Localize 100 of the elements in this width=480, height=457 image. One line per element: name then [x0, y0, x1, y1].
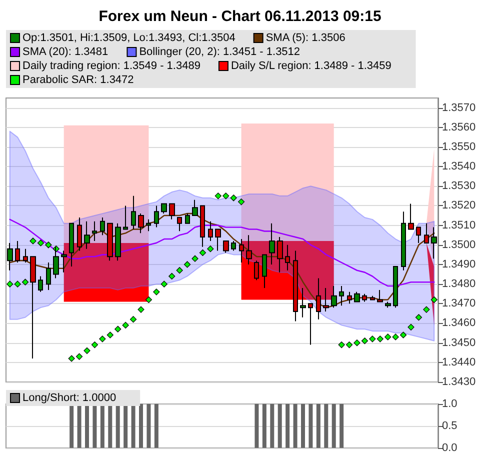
candlestick — [15, 240, 20, 264]
legend-label: SMA (5): 1.3506 — [266, 32, 346, 44]
candlestick — [215, 228, 221, 252]
candlestick — [77, 216, 82, 252]
point — [408, 324, 414, 330]
point — [14, 280, 21, 288]
point — [384, 334, 392, 340]
candlestick — [84, 220, 90, 250]
line-series — [9, 218, 435, 287]
point — [192, 255, 198, 262]
candlestick — [146, 218, 151, 232]
candlestick — [223, 240, 229, 254]
point — [37, 240, 44, 246]
point — [106, 332, 114, 338]
point — [214, 192, 222, 200]
candlestick — [107, 222, 113, 262]
y-tick-label: 1.3550 — [442, 140, 476, 153]
point — [207, 246, 214, 252]
candlestick — [254, 260, 259, 281]
candlestick — [177, 216, 182, 232]
candlestick — [138, 213, 144, 234]
candlestick — [300, 287, 306, 318]
candlestick — [100, 216, 105, 236]
candlestick — [123, 205, 128, 230]
legend-label: Daily S/L region: 1.3489 - 1.3459 — [230, 60, 392, 72]
candlestick — [115, 222, 121, 262]
candlestick — [246, 234, 252, 265]
candlestick — [385, 301, 391, 308]
candlestick — [431, 226, 437, 260]
y-tick-label: 1.3540 — [442, 160, 476, 173]
candlestick — [161, 203, 167, 214]
point — [6, 280, 14, 288]
legend-label: SMA (20): 1.3481 — [22, 46, 108, 58]
candlestick — [239, 238, 244, 264]
point — [99, 336, 106, 342]
point — [76, 353, 83, 360]
y-tick-label: 1.3430 — [442, 376, 476, 388]
y-tick-label: 1.3510 — [442, 219, 476, 232]
y-tick-label: 1.3520 — [442, 200, 476, 212]
legend-label: Long/Short: 1.0000 — [22, 392, 116, 404]
candlestick — [401, 211, 406, 271]
y-tick-label: 0.0 — [442, 442, 458, 454]
y-tick-label: 1.3570 — [442, 102, 476, 114]
y-tick-label: 1.3560 — [442, 121, 476, 134]
legend-label: Daily trading region: 1.3549 - 1.3489 — [22, 60, 200, 72]
candlestick — [38, 276, 43, 292]
point — [415, 314, 422, 321]
y-tick-label: 1.3490 — [442, 258, 476, 270]
point — [361, 338, 368, 344]
candlestick — [316, 278, 321, 320]
point — [114, 326, 122, 332]
candlestick — [416, 226, 421, 244]
line-series — [9, 212, 435, 308]
candlestick — [69, 222, 74, 267]
candlestick — [347, 291, 352, 304]
legend-label: Op:1.3501, Hi:1.3509, Lo:1.3493, Cl:1.3504 — [22, 32, 236, 44]
point — [45, 242, 52, 248]
candlestick — [285, 244, 290, 271]
candlestick — [131, 195, 136, 230]
candlestick — [46, 262, 51, 290]
point — [430, 296, 438, 304]
chart-title: Forex um Neun - Chart 06.11.2013 09:15 — [98, 8, 382, 25]
point — [91, 341, 98, 348]
candlestick — [331, 286, 337, 308]
y-tick-label: 1.3470 — [442, 298, 476, 310]
candlestick — [61, 250, 67, 273]
candlestick — [7, 242, 13, 271]
point — [122, 322, 129, 328]
point — [184, 261, 191, 268]
point — [30, 238, 36, 244]
point — [145, 296, 152, 304]
point — [354, 340, 360, 346]
y-tick-label: 1.3500 — [442, 238, 476, 251]
candlestick — [185, 213, 190, 224]
point — [22, 278, 29, 286]
point — [138, 306, 144, 313]
legend-label: Parabolic SAR: 1.3472 — [22, 74, 134, 86]
candlestick — [377, 289, 383, 302]
point — [160, 280, 168, 288]
point — [68, 355, 75, 362]
candlestick — [154, 205, 159, 228]
point — [199, 249, 206, 256]
point — [376, 336, 384, 342]
point — [423, 306, 430, 313]
candlestick — [169, 203, 175, 220]
point — [222, 192, 230, 200]
candlestick — [23, 248, 28, 264]
point — [130, 316, 137, 323]
point — [392, 334, 399, 340]
point — [369, 336, 376, 342]
candlestick — [354, 291, 360, 302]
candlestick — [231, 240, 236, 252]
candlestick — [293, 250, 298, 322]
candlestick — [393, 266, 398, 308]
candlestick — [92, 220, 97, 242]
y-tick-label: 1.0 — [442, 398, 458, 410]
point — [400, 332, 407, 338]
candlestick — [192, 199, 198, 216]
point — [230, 194, 237, 202]
candlestick — [323, 287, 329, 312]
